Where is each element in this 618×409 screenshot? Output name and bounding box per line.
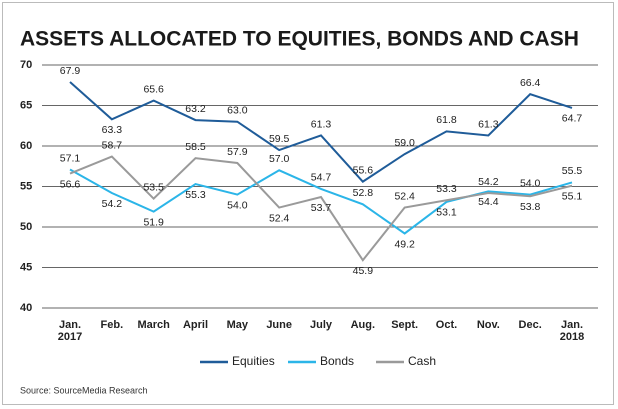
legend-label: Bonds [320, 354, 354, 368]
data-label: 57.1 [60, 152, 81, 164]
data-label: 55.1 [562, 190, 583, 202]
data-label: 54.0 [520, 177, 541, 189]
x-tick-label: July [309, 319, 332, 331]
data-label: 67.9 [60, 65, 81, 77]
data-label: 54.2 [478, 176, 499, 188]
chart-title: ASSETS ALLOCATED TO EQUITIES, BONDS AND … [20, 28, 579, 51]
x-tick-label: Dec. [518, 319, 542, 331]
data-label: 53.3 [436, 183, 457, 195]
x-tick-label: Jan. 2018 [559, 319, 585, 343]
x-tick-label: Aug. [350, 319, 376, 331]
data-label: 63.2 [185, 103, 206, 115]
data-label: 66.4 [520, 77, 541, 89]
data-label: 63.0 [227, 104, 248, 116]
data-label: 55.6 [353, 164, 374, 176]
line-1 [69, 168, 573, 235]
data-label: 57.9 [227, 146, 248, 158]
data-label: 55.3 [185, 189, 206, 201]
data-label: 53.1 [436, 207, 457, 219]
line-2 [69, 155, 573, 262]
y-tick-label: 40 [20, 302, 32, 314]
x-tick-label: Nov. [476, 319, 500, 331]
y-tick-label: 55 [20, 180, 32, 192]
y-tick-label: 70 [20, 59, 32, 71]
data-label: 53.7 [311, 202, 332, 214]
data-label: 59.5 [269, 133, 290, 145]
y-tick-label: 50 [20, 221, 32, 233]
x-tick-label: Oct. [435, 319, 458, 331]
data-label: 56.6 [60, 178, 81, 190]
data-label: 58.7 [102, 139, 123, 151]
x-tick-label: May [226, 319, 249, 331]
data-label: 45.9 [353, 265, 374, 277]
data-label: 54.4 [478, 196, 499, 208]
data-label: 59.0 [394, 137, 415, 149]
data-label: 52.4 [394, 190, 415, 202]
source: Source: SourceMedia Research [20, 385, 148, 395]
data-label: 54.0 [227, 199, 248, 211]
y-tick-label: 45 [20, 261, 32, 273]
data-label: 52.8 [353, 187, 374, 199]
x-tick-label: Sept. [391, 319, 419, 331]
y-tick-label: 65 [20, 99, 32, 111]
data-label: 58.5 [185, 141, 206, 153]
data-label: 64.7 [562, 113, 583, 125]
y-tick-label: 60 [20, 140, 32, 152]
data-label: 51.9 [143, 216, 164, 228]
data-label: 63.3 [102, 124, 123, 136]
x-tick-label: March [137, 319, 170, 331]
data-label: 53.5 [143, 181, 164, 193]
data-label: 52.4 [269, 212, 290, 224]
data-label: 54.7 [311, 172, 332, 184]
x-tick-label: June [266, 319, 292, 331]
data-label: 65.6 [143, 83, 164, 95]
legend-label: Cash [408, 354, 436, 368]
data-label: 54.2 [102, 198, 123, 210]
data-label: 61.3 [311, 118, 332, 130]
data-label: 49.2 [394, 238, 415, 250]
line-0 [69, 81, 573, 183]
x-tick-label: April [182, 319, 209, 331]
data-label: 61.3 [478, 118, 499, 130]
data-label: 57.0 [269, 153, 290, 165]
data-label: 53.8 [520, 201, 541, 213]
frame [2, 2, 614, 405]
data-label: 55.5 [562, 165, 583, 177]
legend-label: Equities [232, 354, 275, 368]
x-tick-label: Jan. 2017 [57, 319, 83, 343]
x-tick-label: Feb. [100, 319, 124, 331]
data-label: 61.8 [436, 114, 457, 126]
